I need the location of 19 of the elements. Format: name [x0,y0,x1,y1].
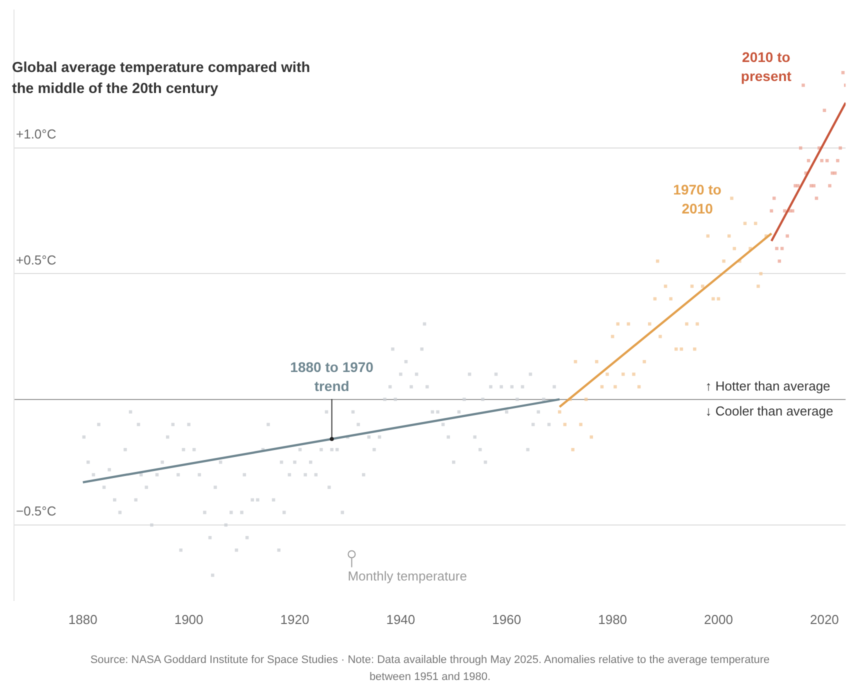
x-tick-label: 1920 [280,612,310,627]
text: Global average temperature compared with the middle of the 20th century [12,59,312,99]
text: 1880 to 1970 trend [290,358,374,394]
x-tick-label: 1960 [492,612,522,627]
x-tick-label: 1880 [68,612,98,627]
annotation: ↑ Hotter than average [705,378,830,394]
x-tick-label: 1900 [174,612,204,627]
x-tick-label: 2000 [704,612,733,627]
x-tick-label: 2020 [810,612,839,627]
x-tick-label: 1980 [598,612,628,627]
text: 2010 to present [740,48,792,84]
annotation: Monthly temperature [348,568,467,584]
annotation: ↓ Cooler than average [705,403,834,418]
x-tick-label: 1940 [386,612,416,627]
y-tick-label: −0.5°C [16,504,56,519]
y-tick-label: +0.5°C [16,252,56,268]
source-note: Source: NASA Goddard Institute for Space Studies · Note: Data available through May 2025. Anomalies relative to the average temperature between 1951 and 1980. [90,653,770,685]
y-tick-label: +1.0°C [16,126,56,142]
text: 1970 to 2010 [673,181,722,216]
